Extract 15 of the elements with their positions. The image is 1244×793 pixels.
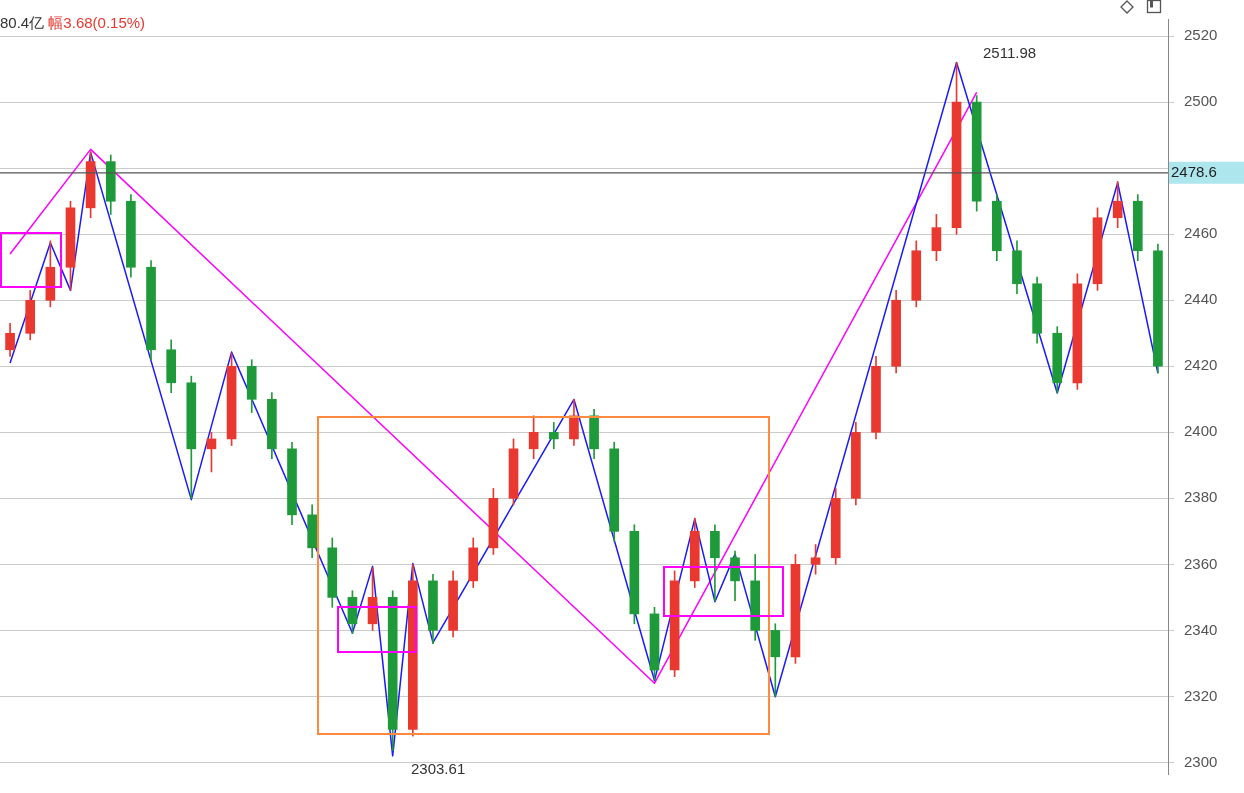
y-tick-label: 2460 — [1184, 224, 1218, 242]
y-tick-label: 2300 — [1184, 752, 1218, 770]
y-tick-label: 2520 — [1184, 26, 1218, 44]
annotation: 80.4亿 幅3.68(0.15%) — [0, 14, 146, 31]
y-tick-label: 2400 — [1184, 422, 1218, 440]
y-tick-label: 2340 — [1184, 620, 1218, 638]
y-tick-label: 2360 — [1184, 554, 1218, 572]
ref-line-label: 2478.6 — [1171, 162, 1217, 180]
y-tick-label: 2500 — [1184, 92, 1218, 110]
y-tick-label: 2420 — [1184, 356, 1218, 374]
y-tick-label: 2380 — [1184, 488, 1218, 506]
annotation: 2303.61 — [411, 760, 466, 777]
y-tick-label: 2440 — [1184, 290, 1218, 308]
y-tick-label: 2320 — [1184, 686, 1218, 704]
annotation: 2511.98 — [983, 44, 1037, 61]
